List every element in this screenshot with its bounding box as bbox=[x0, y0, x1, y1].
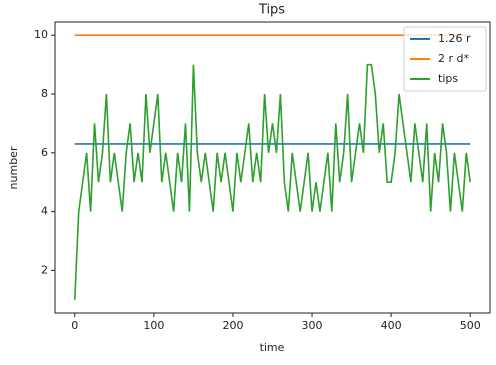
y-tick-label: 8 bbox=[41, 87, 48, 100]
y-tick-label: 4 bbox=[41, 205, 48, 218]
plot-frame bbox=[54, 21, 491, 314]
x-axis-label: time bbox=[260, 341, 285, 354]
x-tick-label: 500 bbox=[460, 319, 481, 332]
y-tick-label: 6 bbox=[41, 146, 48, 159]
legend-label: 2 r d* bbox=[438, 52, 469, 65]
legend-box bbox=[403, 26, 487, 92]
x-tick-label: 100 bbox=[143, 319, 164, 332]
x-tick-label: 400 bbox=[381, 319, 402, 332]
legend-label: tips bbox=[438, 72, 458, 85]
y-axis-label: number bbox=[7, 146, 20, 189]
x-tick-label: 300 bbox=[302, 319, 323, 332]
line bbox=[73, 63, 472, 300]
y-tick-label: 10 bbox=[34, 28, 48, 41]
y-tick-label: 2 bbox=[41, 263, 48, 276]
x-tick-label: 0 bbox=[71, 319, 78, 332]
x-tick-label: 200 bbox=[222, 319, 243, 332]
chart-title: Tips bbox=[258, 3, 285, 18]
legend-label: 1.26 r bbox=[438, 32, 471, 45]
